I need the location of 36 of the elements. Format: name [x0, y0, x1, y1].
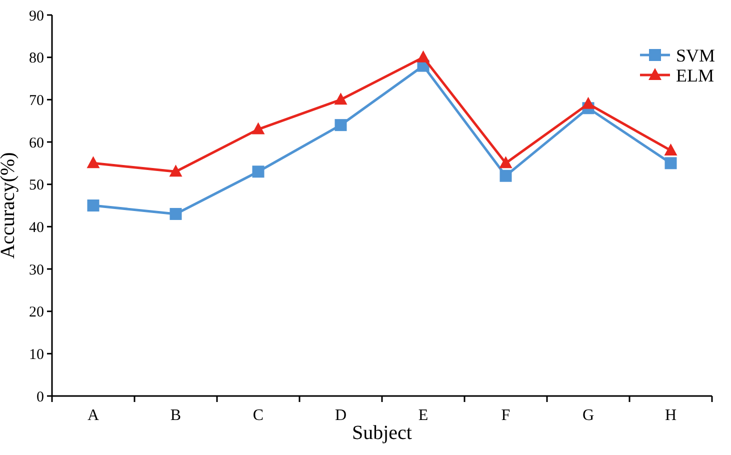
- y-tick-label: 60: [29, 135, 44, 152]
- y-tick-label: 20: [29, 304, 44, 321]
- x-tick-label: B: [170, 407, 182, 424]
- y-tick-label: 90: [29, 8, 44, 24]
- x-tick-label: G: [582, 407, 594, 424]
- legend-label: SVM: [676, 45, 716, 66]
- y-tick-label: 70: [29, 92, 44, 109]
- point: [252, 122, 265, 134]
- y-tick-label: 80: [29, 50, 44, 67]
- point: [582, 96, 595, 109]
- point: [170, 208, 182, 220]
- x-axis-title: Subject: [352, 422, 412, 444]
- point: [499, 156, 512, 168]
- point: [87, 200, 100, 212]
- point: [664, 143, 678, 156]
- point: [86, 156, 100, 168]
- y-axis-title: Accuracy(%): [0, 152, 19, 259]
- x-tick-label: H: [664, 407, 677, 424]
- x-tick-label: A: [87, 407, 100, 424]
- x-tick-label: E: [418, 407, 428, 424]
- y-tick-label: 40: [29, 220, 44, 236]
- legend-label: ELM: [676, 65, 714, 86]
- point: [500, 170, 512, 182]
- point: [169, 164, 182, 177]
- point: [334, 119, 347, 132]
- point: [252, 166, 264, 178]
- y-tick-label: 50: [29, 178, 44, 194]
- point: [416, 50, 430, 62]
- x-tick-label: F: [501, 407, 510, 424]
- x-tick-label: D: [334, 407, 347, 424]
- point: [334, 92, 348, 105]
- y-tick-label: 0: [36, 389, 44, 406]
- y-tick-label: 30: [29, 262, 44, 278]
- y-tick-label: 10: [29, 346, 44, 363]
- point: [664, 157, 677, 170]
- x-tick-label: C: [252, 407, 264, 424]
